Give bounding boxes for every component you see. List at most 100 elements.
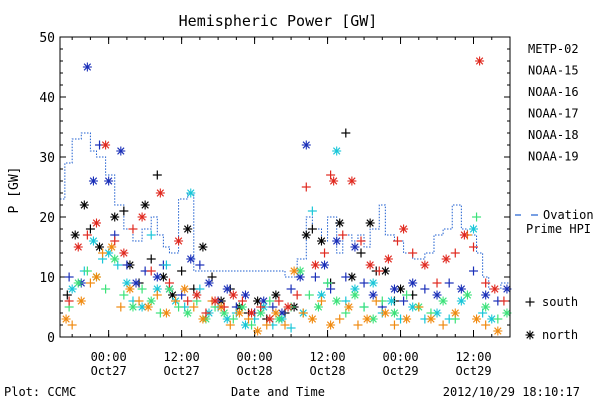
north-marker-d <box>409 303 417 311</box>
data-point <box>164 278 174 288</box>
data-point <box>161 308 171 318</box>
data-point <box>110 254 120 264</box>
data-point <box>444 278 454 288</box>
legend-item-label: NOAA-16 <box>528 85 579 99</box>
data-point <box>256 308 266 318</box>
data-point <box>341 128 351 138</box>
north-marker-d <box>427 315 435 323</box>
data-point <box>380 266 390 276</box>
data-point <box>493 314 503 324</box>
legend-item-label: NOAA-17 <box>528 107 579 121</box>
north-marker-d <box>241 291 250 299</box>
data-point <box>183 224 193 234</box>
data-point <box>356 236 366 246</box>
data-point <box>247 308 257 318</box>
data-point <box>274 314 284 324</box>
data-point <box>116 146 126 156</box>
data-point <box>152 284 162 294</box>
north-marker-d <box>162 309 171 317</box>
y-axis-label: P [GW] <box>7 167 22 214</box>
data-point <box>110 236 120 246</box>
data-point <box>131 278 141 288</box>
data-point <box>365 260 375 270</box>
north-marker-d <box>384 255 393 263</box>
data-point <box>219 302 229 312</box>
legend-item-label: NOAA-18 <box>528 128 579 142</box>
data-point <box>432 290 442 300</box>
plot-credit: Plot: CCMC <box>4 385 76 399</box>
north-marker-d <box>503 285 511 293</box>
data-point <box>79 200 89 210</box>
north-marker-d <box>62 315 70 323</box>
series-noaa-15 <box>64 62 512 318</box>
data-point <box>152 290 162 300</box>
north-marker-d <box>238 303 247 311</box>
north-marker-d <box>317 237 326 245</box>
data-point <box>289 266 299 276</box>
north-marker-d <box>348 273 356 281</box>
data-point <box>469 224 479 234</box>
data-point <box>204 278 214 288</box>
data-point <box>195 260 205 270</box>
data-point <box>368 278 378 288</box>
data-point <box>186 254 196 264</box>
legend-item-label: NOAA-15 <box>528 64 579 78</box>
data-point <box>155 188 165 198</box>
data-point <box>338 230 348 240</box>
north-marker-d <box>174 237 183 245</box>
north-marker-d <box>241 321 250 329</box>
data-point <box>143 302 153 312</box>
data-point <box>383 254 393 264</box>
series-noaa-18 <box>61 230 503 336</box>
data-point <box>316 236 326 246</box>
data-point <box>286 323 296 333</box>
data-point <box>67 320 77 330</box>
data-point <box>472 314 482 324</box>
north-marker-d <box>138 213 146 221</box>
data-point <box>326 284 336 294</box>
data-point <box>116 302 126 312</box>
ovation-legend-label-2: Prime HPI <box>526 222 591 236</box>
data-point <box>140 200 150 210</box>
north-marker-d <box>165 285 174 293</box>
north-marker-d <box>117 147 125 155</box>
north-marker-d <box>77 297 85 305</box>
north-marker-d <box>153 273 161 281</box>
north-marker-d <box>296 267 304 275</box>
data-point <box>101 284 111 294</box>
north-marker-d <box>141 201 149 209</box>
data-point <box>189 302 199 312</box>
north-marker-d <box>333 147 341 155</box>
north-marker-d <box>159 273 168 281</box>
north-marker-d <box>351 285 359 293</box>
data-point <box>380 308 390 318</box>
data-point <box>174 236 184 246</box>
north-marker-d <box>256 309 265 317</box>
data-point <box>225 320 235 330</box>
y-tick-label: 50 <box>39 31 55 46</box>
north-marker-d <box>260 297 268 305</box>
north-marker-d <box>199 315 207 323</box>
north-marker-d <box>390 285 399 293</box>
data-point <box>101 140 111 150</box>
data-point <box>469 266 479 276</box>
data-point <box>222 284 232 294</box>
data-point <box>301 182 311 192</box>
north-marker-d <box>253 327 262 335</box>
plot-timestamp: 2012/10/29 18:10:17 <box>443 385 580 399</box>
north-marker-d <box>83 63 92 71</box>
data-point <box>228 290 238 300</box>
north-marker-d <box>120 249 128 257</box>
north-marker-d <box>399 225 408 233</box>
data-point <box>240 290 250 300</box>
data-point <box>368 290 378 300</box>
ovation-legend-label: Ovation <box>543 208 594 222</box>
data-point <box>323 278 333 288</box>
data-point <box>180 284 190 294</box>
north-marker-d <box>396 285 405 293</box>
north-marker-d <box>129 303 137 311</box>
data-point <box>368 314 378 324</box>
x-tick-label-time: 00:00 <box>91 350 127 364</box>
data-point <box>462 290 472 300</box>
